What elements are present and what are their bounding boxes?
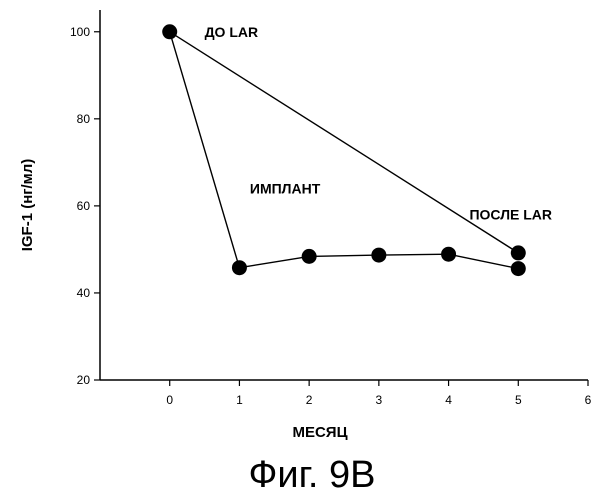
y-tick-label: 80 [77,112,91,126]
data-point [511,261,526,276]
annotations: ДО LAR ИМПЛАНТ ПОСЛЕ LAR [205,24,552,223]
y-tick-label: 60 [77,199,91,213]
x-tick-label: 5 [515,393,522,407]
x-tick-label: 1 [236,393,243,407]
series-line [170,32,519,253]
x-tick-label: 3 [376,393,383,407]
y-tick-label: 100 [70,25,90,39]
series-lines [170,32,519,269]
data-point [302,249,317,264]
data-point [232,260,247,275]
annotation-label: ИМПЛАНТ [250,180,321,196]
data-point [162,24,177,39]
y-tick-label: 20 [77,373,91,387]
data-point [441,247,456,262]
data-point [371,248,386,263]
y-axis-title: IGF-1 (нг/мл) [19,159,36,252]
annotation-label: ДО LAR [205,24,259,40]
data-point [511,245,526,260]
x-tick-label: 6 [585,393,592,407]
figure-caption-area: Фиг. 9B [0,445,597,500]
x-tick-label: 4 [445,393,452,407]
figure-caption: Фиг. 9B [249,454,376,496]
annotation-label: ПОСЛЕ LAR [469,207,552,223]
series-line [170,32,519,269]
y-tick-label: 40 [77,286,91,300]
x-tick-label: 0 [166,393,173,407]
x-tick-label: 2 [306,393,313,407]
x-axis-title: МЕСЯЦ [292,424,347,441]
chart: 0 1 2 3 4 5 6 20 40 60 80 100 ДО LAR ИМПЛАНТ ПОСЛЕ LA… [0,0,597,455]
